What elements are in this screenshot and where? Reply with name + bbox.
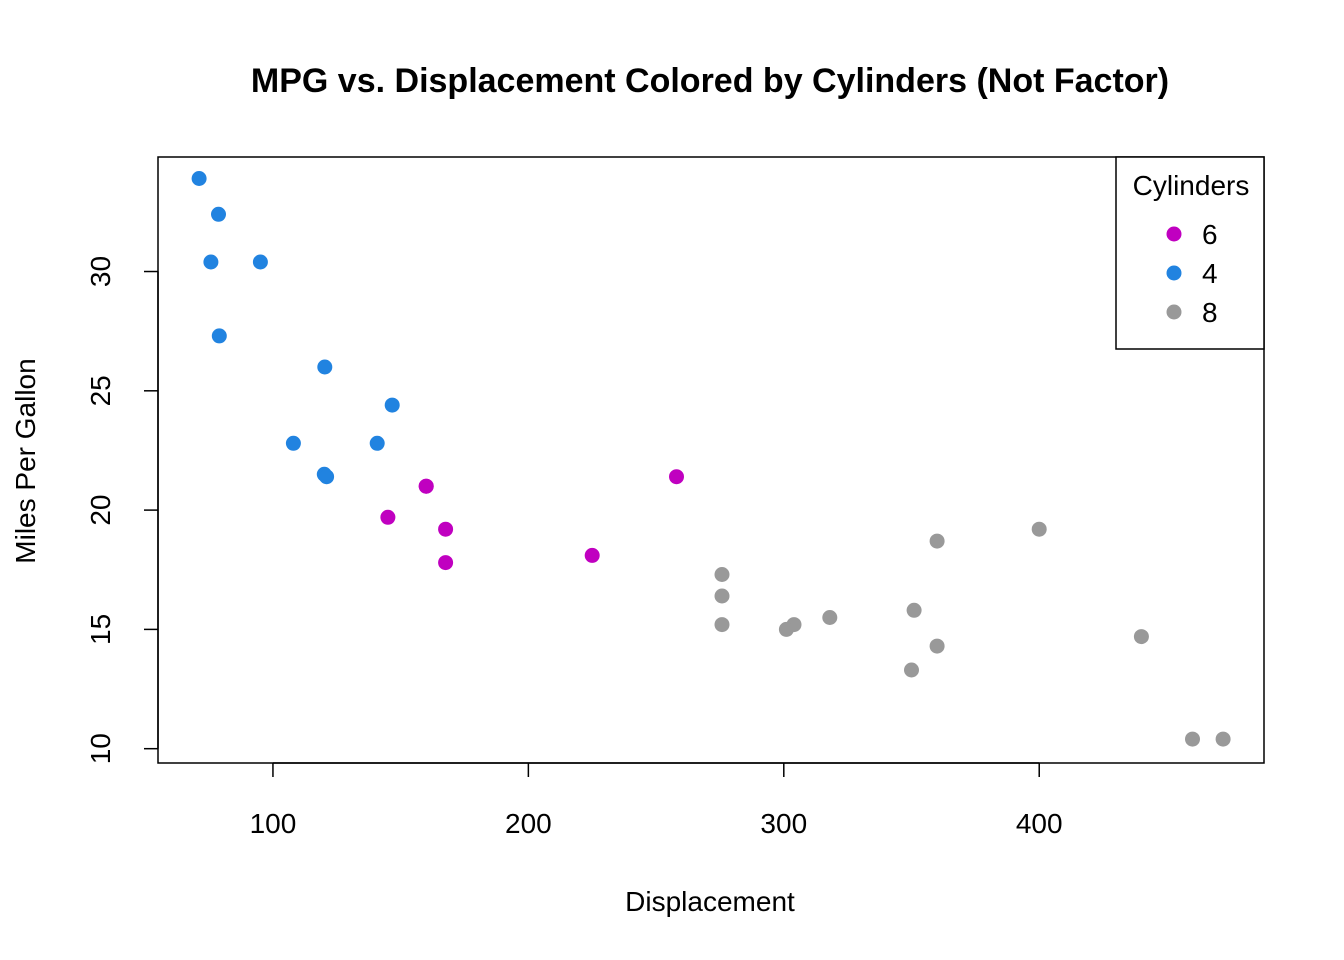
x-tick-label: 200 — [505, 808, 552, 839]
data-point-cyl-8 — [714, 567, 730, 582]
legend-box — [1115, 156, 1265, 350]
data-point-cyl-8 — [1031, 521, 1047, 537]
data-point-cyl-8 — [714, 588, 730, 604]
y-tick-label: 10 — [85, 733, 116, 764]
data-point-cyl-4 — [384, 397, 400, 413]
legend-title: Cylinders — [1133, 170, 1250, 201]
data-point-cyl-6 — [380, 509, 396, 525]
data-point-cyl-4 — [319, 469, 335, 485]
data-point-cyl-6 — [438, 555, 454, 571]
y-axis-label: Miles Per Gallon — [10, 358, 41, 563]
data-point-cyl-4 — [252, 254, 268, 270]
data-point-cyl-4 — [211, 328, 227, 344]
legend: Cylinders 6 4 8 — [1115, 156, 1265, 350]
data-point-cyl-6 — [418, 478, 434, 494]
legend-marker — [1166, 304, 1182, 320]
data-point-cyl-6 — [438, 521, 454, 537]
x-tick-label: 400 — [1016, 808, 1063, 839]
data-point-cyl-8 — [929, 638, 945, 654]
data-point-cyl-8 — [929, 533, 945, 549]
data-point-cyl-4 — [191, 171, 207, 186]
chart-title: MPG vs. Displacement Colored by Cylinder… — [251, 62, 1169, 100]
y-tick-label: 25 — [85, 375, 116, 406]
y-tick-label: 15 — [85, 614, 116, 645]
x-axis-label: Displacement — [625, 886, 795, 917]
data-point-cyl-4 — [317, 359, 333, 375]
legend-marker — [1166, 226, 1182, 242]
data-point-cyl-8 — [1133, 629, 1149, 645]
legend-label: 4 — [1202, 258, 1218, 289]
data-point-cyl-4 — [369, 435, 385, 451]
data-point-cyl-4 — [285, 435, 301, 451]
data-point-cyl-8 — [906, 602, 922, 618]
data-points — [191, 171, 1231, 747]
axes: 100 200 300 400 10 15 20 25 30 — [85, 156, 1265, 839]
data-point-cyl-8 — [822, 610, 838, 625]
x-tick-label: 100 — [250, 808, 297, 839]
data-point-cyl-8 — [904, 662, 919, 678]
data-point-cyl-6 — [584, 547, 600, 563]
data-point-cyl-8 — [714, 617, 730, 633]
legend-marker — [1166, 265, 1182, 281]
data-point-cyl-4 — [203, 254, 219, 270]
x-tick-label: 300 — [760, 808, 807, 839]
y-tick-label: 30 — [85, 256, 116, 287]
data-point-cyl-4 — [211, 206, 226, 222]
legend-label: 6 — [1202, 219, 1218, 250]
y-tick-label: 20 — [85, 495, 116, 526]
legend-label: 8 — [1202, 297, 1218, 328]
data-point-cyl-6 — [669, 469, 684, 485]
data-point-cyl-8 — [1215, 731, 1231, 747]
data-point-cyl-8 — [1185, 731, 1200, 747]
data-point-cyl-8 — [778, 621, 794, 637]
